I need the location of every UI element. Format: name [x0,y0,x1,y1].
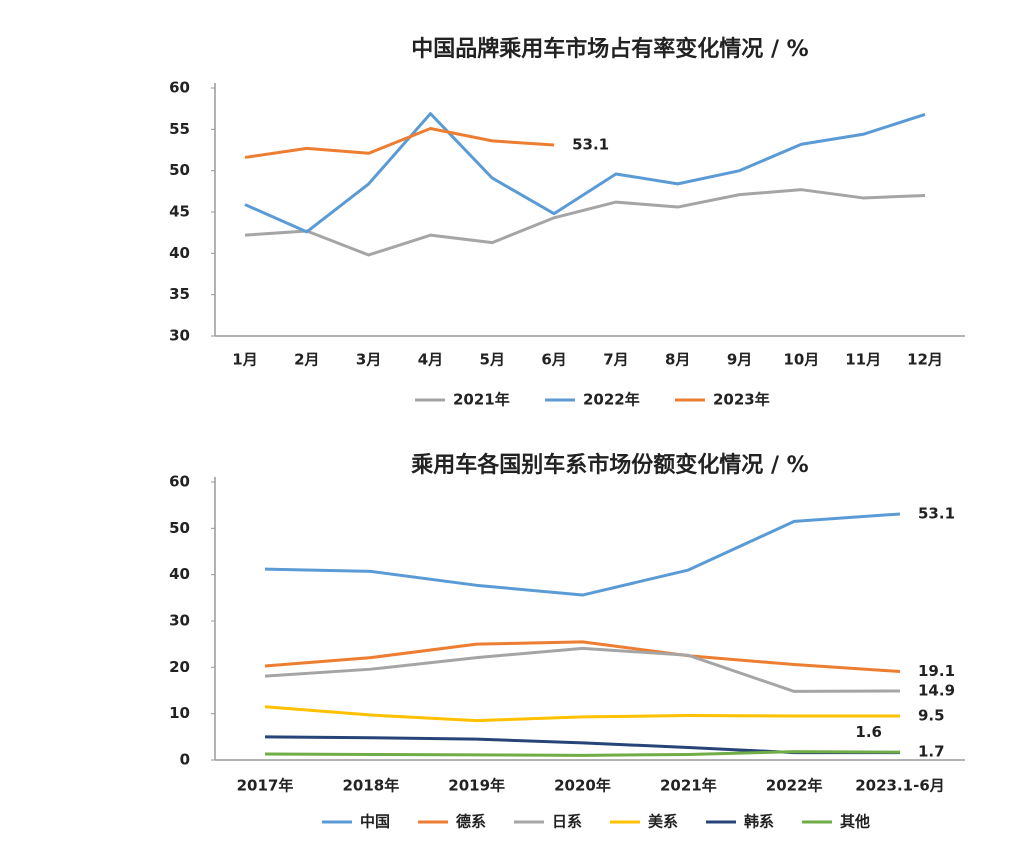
x-tick-label: 11月 [845,351,881,369]
legend-label: 韩系 [744,813,774,831]
legend-label: 2021年 [453,391,510,409]
x-tick-label: 2022年 [766,777,823,795]
x-tick-label: 7月 [603,351,628,369]
legend-label: 日系 [552,813,582,831]
legend-label: 美系 [648,813,678,831]
data-label: 9.5 [918,706,945,724]
legend-label: 德系 [456,813,486,831]
data-label: 1.6 [855,723,882,741]
legend-label: 其他 [840,813,870,831]
y-tick-label: 30 [169,612,190,630]
data-label: 1.7 [918,743,945,761]
x-tick-label: 2月 [294,351,319,369]
series-line [264,705,900,723]
x-tick-label: 2021年 [660,777,717,795]
series-line [264,640,901,673]
y-tick-label: 10 [169,704,190,722]
y-tick-label: 45 [169,203,190,221]
series-line [264,512,901,597]
x-tick-label: 10月 [783,351,819,369]
legend-label: 2022年 [583,391,640,409]
y-tick-label: 60 [169,473,190,491]
y-tick-label: 35 [169,285,190,303]
data-label: 53.1 [918,504,955,522]
x-tick-label: 2017年 [237,777,294,795]
y-tick-label: 50 [169,161,190,179]
x-tick-label: 2020年 [554,777,611,795]
y-tick-label: 40 [169,565,190,583]
y-tick-label: 60 [169,79,190,97]
x-tick-label: 1月 [232,351,257,369]
x-tick-label: 2018年 [342,777,399,795]
data-label: 14.9 [918,681,955,699]
series-line [244,112,926,234]
data-label: 53.1 [572,136,609,154]
x-tick-label: 4月 [418,351,443,369]
y-tick-label: 0 [180,751,190,769]
x-tick-label: 8月 [665,351,690,369]
x-tick-label: 3月 [356,351,381,369]
y-tick-label: 30 [169,327,190,345]
x-tick-label: 6月 [541,351,566,369]
y-tick-label: 50 [169,519,190,537]
series-line [264,646,901,693]
legend-label: 2023年 [713,391,770,409]
x-tick-label: 12月 [907,351,943,369]
chart-title: 中国品牌乘用车市场占有率变化情况 / % [411,36,808,62]
series-line [244,188,926,257]
y-tick-label: 40 [169,244,190,262]
series-line [264,750,901,757]
x-tick-label: 2023.1-6月 [855,777,945,795]
x-tick-label: 5月 [480,351,505,369]
legend-label: 中国 [360,813,390,831]
series-line [244,127,555,159]
x-tick-label: 9月 [727,351,752,369]
y-tick-label: 20 [169,658,190,676]
chart-title: 乘用车各国别车系市场份额变化情况 / % [410,452,808,478]
x-tick-label: 2019年 [448,777,505,795]
y-tick-label: 55 [169,120,190,138]
data-label: 19.1 [918,662,955,680]
